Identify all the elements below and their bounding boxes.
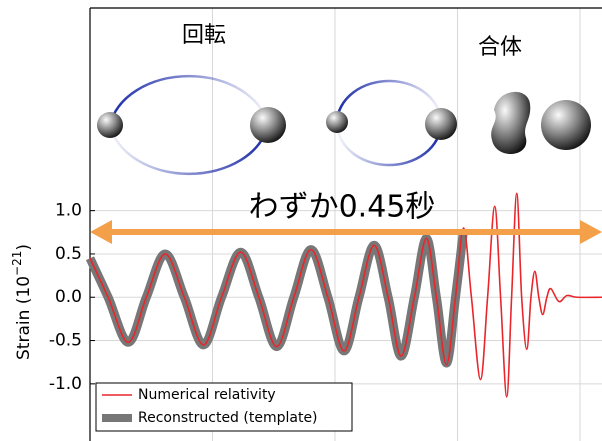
annotation: わずか0.45秒 (249, 190, 436, 225)
y-axis-label-text: Strain (10 (14, 276, 34, 360)
plot-area (90, 8, 602, 441)
illustration (97, 76, 591, 174)
annotation: 回転 (182, 23, 226, 48)
legend-label: Reconstructed (template) (138, 410, 318, 426)
y-axis-label-exponent: −21 (10, 251, 24, 276)
legend-label: Numerical relativity (138, 387, 276, 403)
chart: 回転 合体 わずか0.45秒 Strain (10−21) 1.0 0.5 0.0 -… (0, 0, 602, 441)
y-tick-label: -0.5 (49, 331, 82, 351)
annotation: 合体 (478, 35, 522, 60)
y-tick-label: -1.0 (49, 374, 82, 394)
y-tick-label: 1.0 (55, 201, 82, 221)
y-axis-label-text: ) (14, 244, 34, 251)
y-tick-label: 0.0 (55, 287, 82, 307)
y-tick-label: 0.5 (55, 244, 82, 264)
y-axis-label: Strain (10−21) (10, 244, 35, 360)
